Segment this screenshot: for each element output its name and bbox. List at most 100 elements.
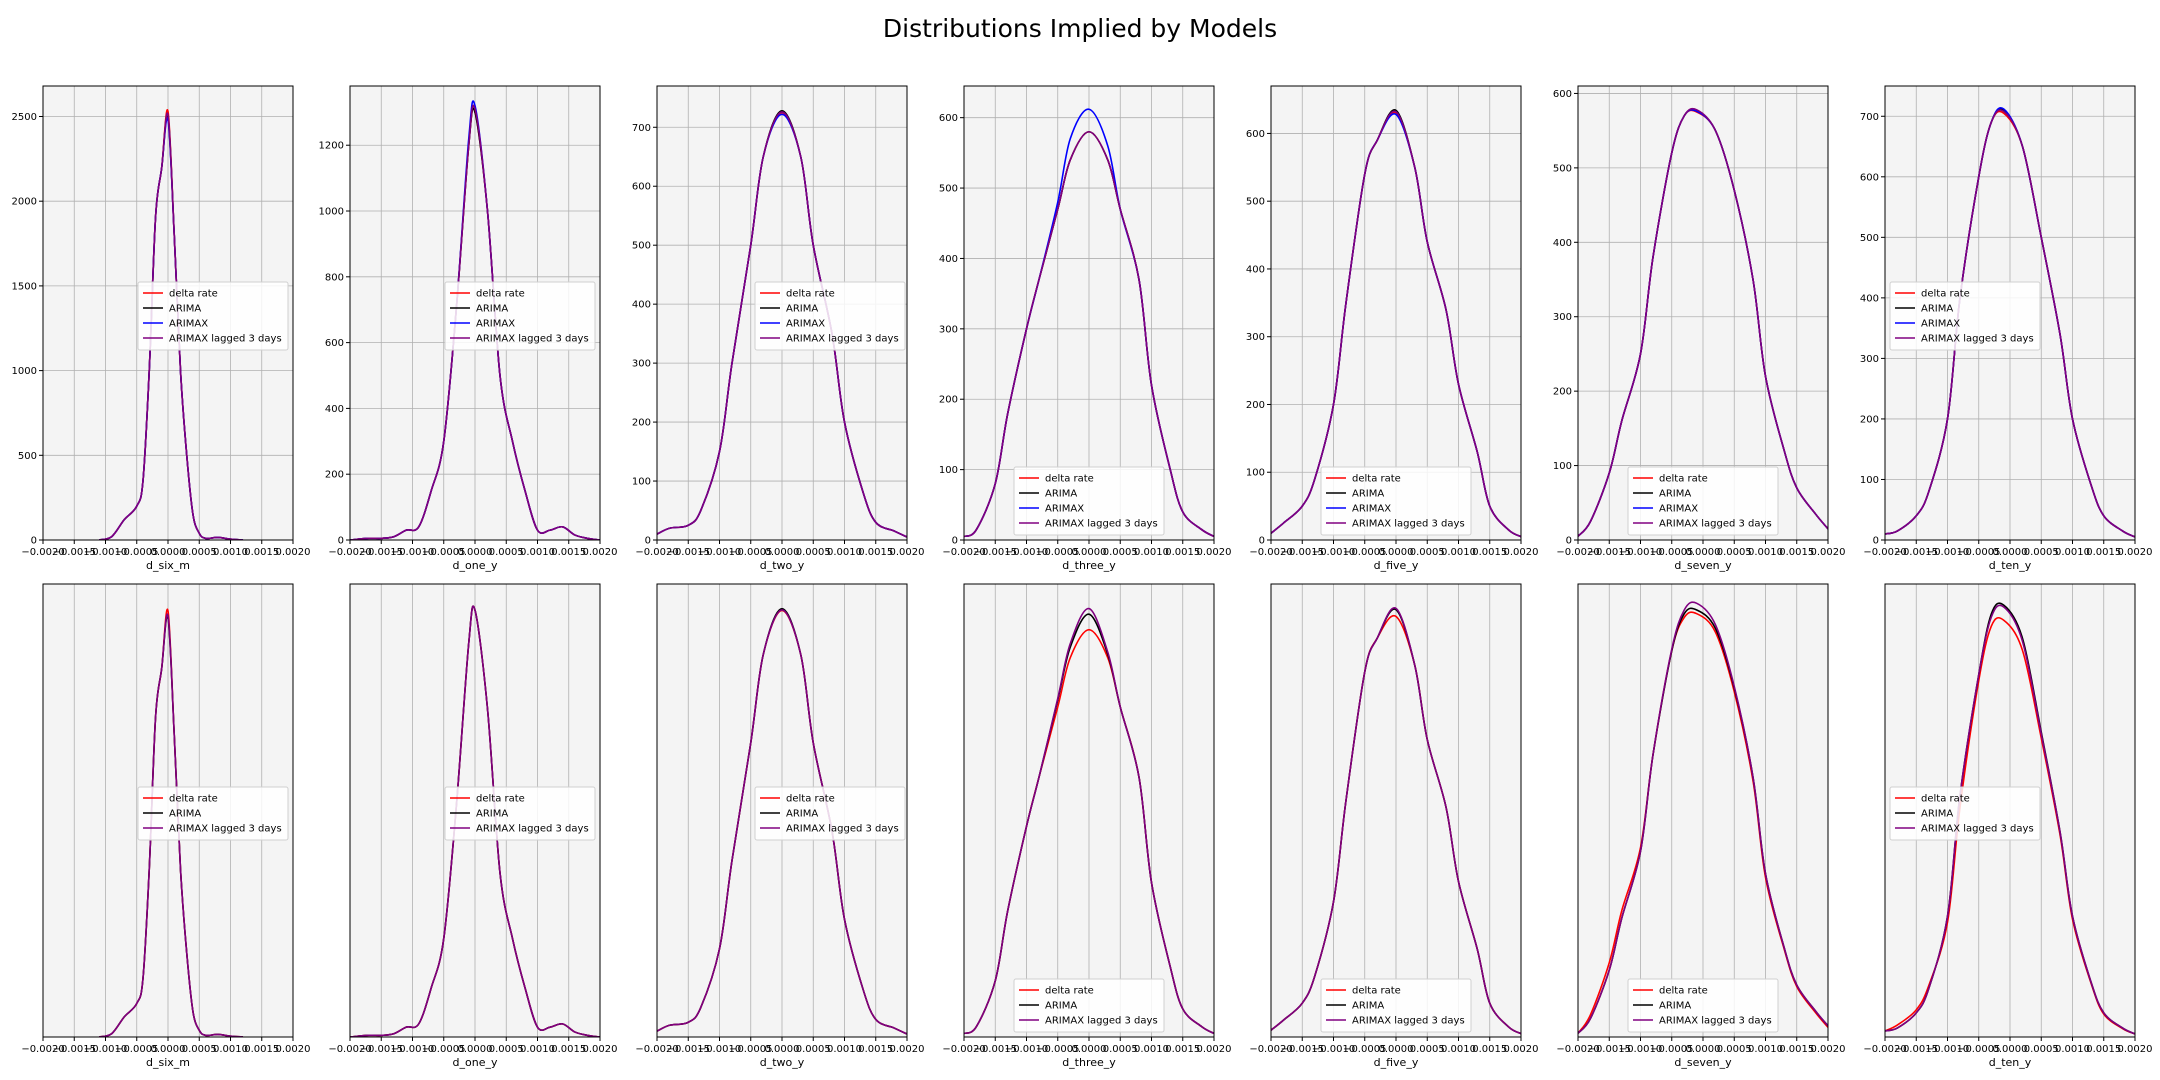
x-tick-label: −0.0005 xyxy=(115,547,158,558)
x-tick-label: 0.0020 xyxy=(2118,1044,2153,1055)
y-tick-label: 300 xyxy=(1860,354,1879,365)
x-tick-label: 0.0000 xyxy=(765,1044,800,1055)
x-tick-label: 0.0005 xyxy=(489,547,524,558)
figure-title: Distributions Implied by Models xyxy=(882,14,1278,43)
x-tick-label: 0.0000 xyxy=(458,1044,493,1055)
legend: delta rate ARIMA ARIMAX lagged 3 days xyxy=(137,786,289,841)
subplot-d_six_m-row2: −0.0020−0.0015−0.0010−0.00050.00000.0005… xyxy=(21,583,311,1069)
x-tick-label: −0.0015 xyxy=(1895,547,1938,558)
legend-entry: delta rate xyxy=(476,794,525,805)
series-line-arimax-lagged-3-days xyxy=(1885,109,2135,538)
legend-entry: ARIMAX xyxy=(476,319,515,330)
legend-entry: delta rate xyxy=(1921,289,1970,300)
legend-box xyxy=(137,786,289,841)
y-tick-label: 700 xyxy=(632,123,651,134)
legend-entry: ARIMAX lagged 3 days xyxy=(1352,1016,1465,1027)
legend-entry: delta rate xyxy=(1659,986,1708,997)
x-tick-label: 0.0000 xyxy=(151,547,186,558)
x-tick-label: −0.0015 xyxy=(1281,1044,1324,1055)
y-tick-label: 600 xyxy=(325,338,344,349)
legend-entry: ARIMAX lagged 3 days xyxy=(476,334,589,345)
x-tick-label: 0.0015 xyxy=(2086,547,2121,558)
x-tick-label: −0.0015 xyxy=(1588,1044,1631,1055)
y-tick-label: 100 xyxy=(1860,475,1879,486)
x-tick-label: −0.0005 xyxy=(115,1044,158,1055)
y-tick-label: 100 xyxy=(939,465,958,476)
x-tick-label: 0.0000 xyxy=(1993,547,2028,558)
x-tick-label: 0.0010 xyxy=(1748,547,1783,558)
y-tick-label: 600 xyxy=(1860,172,1879,183)
x-tick-label: −0.0015 xyxy=(974,1044,1017,1055)
x-tick-label: 0.0000 xyxy=(151,1044,186,1055)
legend-box xyxy=(1627,466,1779,536)
x-tick-label: 0.0020 xyxy=(1811,1044,1846,1055)
x-tick-label: −0.0005 xyxy=(1036,1044,1079,1055)
x-tick-label: 0.0005 xyxy=(1717,1044,1752,1055)
x-tick-label: 0.0015 xyxy=(244,547,279,558)
legend-entry: delta rate xyxy=(786,289,835,300)
x-tick-label: 0.0000 xyxy=(765,547,800,558)
x-tick-label: 0.0010 xyxy=(520,547,555,558)
subplot-d_five_y-row1: −0.0020−0.0015−0.0010−0.00050.00000.0005… xyxy=(1246,85,1539,572)
x-tick-label: −0.0005 xyxy=(729,1044,772,1055)
x-tick-label: −0.0005 xyxy=(422,1044,465,1055)
subplot-d_five_y-row2: −0.0020−0.0015−0.0010−0.00050.00000.0005… xyxy=(1249,583,1539,1069)
legend-entry: ARIMAX xyxy=(169,319,208,330)
legend-box xyxy=(754,281,906,351)
x-tick-label: 0.0020 xyxy=(2118,547,2153,558)
x-tick-label: 0.0010 xyxy=(520,1044,555,1055)
legend: delta rate ARIMA ARIMAX lagged 3 days xyxy=(444,786,596,841)
y-tick-label: 200 xyxy=(632,418,651,429)
legend-entry: delta rate xyxy=(1352,474,1401,485)
legend-entry: ARIMAX xyxy=(1659,504,1698,515)
legend: delta rate ARIMA ARIMAX ARIMAX lagged 3 day… xyxy=(1320,466,1472,536)
series-line-arimax-lagged-3-days xyxy=(1578,107,1828,537)
x-tick-label: 0.0000 xyxy=(458,547,493,558)
x-tick-label: −0.0020 xyxy=(1863,1044,1906,1055)
legend-entry: ARIMAX lagged 3 days xyxy=(1921,334,2034,345)
series-line-arimax-lagged-3-days xyxy=(964,130,1214,538)
x-tick-label: 0.0010 xyxy=(1441,1044,1476,1055)
x-tick-label: −0.0010 xyxy=(1312,1044,1355,1055)
x-tick-label: −0.0020 xyxy=(1556,1044,1599,1055)
x-tick-label: −0.0010 xyxy=(391,547,434,558)
x-tick-label: 0.0020 xyxy=(1197,1044,1232,1055)
x-tick-label: 0.0020 xyxy=(890,547,925,558)
x-tick-label: 0.0010 xyxy=(213,1044,248,1055)
x-tick-label: 0.0010 xyxy=(827,1044,862,1055)
x-axis-label: d_ten_y xyxy=(1989,1056,2032,1069)
legend-entry: ARIMA xyxy=(476,304,508,315)
x-tick-label: 0.0000 xyxy=(1072,1044,1107,1055)
y-tick-label: 400 xyxy=(1246,264,1265,275)
x-tick-label: −0.0010 xyxy=(1005,1044,1048,1055)
y-tick-label: 2000 xyxy=(12,197,37,208)
x-tick-label: 0.0020 xyxy=(583,547,618,558)
x-tick-label: −0.0015 xyxy=(53,547,96,558)
legend-box xyxy=(754,786,906,841)
x-tick-label: −0.0020 xyxy=(942,547,985,558)
x-tick-label: 0.0005 xyxy=(1103,547,1138,558)
x-axis-label: d_five_y xyxy=(1374,559,1419,572)
x-tick-label: −0.0005 xyxy=(1343,1044,1386,1055)
series-line-arimax-lagged-3-days xyxy=(964,607,1214,1035)
x-tick-label: 0.0005 xyxy=(2024,547,2059,558)
legend-entry: ARIMA xyxy=(1659,489,1691,500)
legend-entry: ARIMAX xyxy=(786,319,825,330)
x-tick-label: −0.0020 xyxy=(635,1044,678,1055)
x-tick-label: 0.0000 xyxy=(1993,1044,2028,1055)
x-tick-label: −0.0010 xyxy=(698,1044,741,1055)
subplot-d_three_y-row2: −0.0020−0.0015−0.0010−0.00050.00000.0005… xyxy=(942,583,1232,1069)
legend-entry: ARIMAX lagged 3 days xyxy=(1659,519,1772,530)
legend-entry: ARIMAX lagged 3 days xyxy=(1352,519,1465,530)
series-line-arimax-lagged-3-days xyxy=(1271,607,1521,1035)
y-tick-label: 300 xyxy=(1246,332,1265,343)
x-tick-label: −0.0010 xyxy=(1619,1044,1662,1055)
legend-entry: ARIMAX lagged 3 days xyxy=(786,824,899,835)
x-tick-label: −0.0020 xyxy=(21,547,64,558)
x-tick-label: 0.0005 xyxy=(489,1044,524,1055)
y-tick-label: 1000 xyxy=(319,207,344,218)
legend-box xyxy=(444,281,596,351)
legend-entry: ARIMAX lagged 3 days xyxy=(1045,1016,1158,1027)
series-line-arimax-lagged-3-days xyxy=(350,605,600,1037)
x-tick-label: −0.0020 xyxy=(1556,547,1599,558)
